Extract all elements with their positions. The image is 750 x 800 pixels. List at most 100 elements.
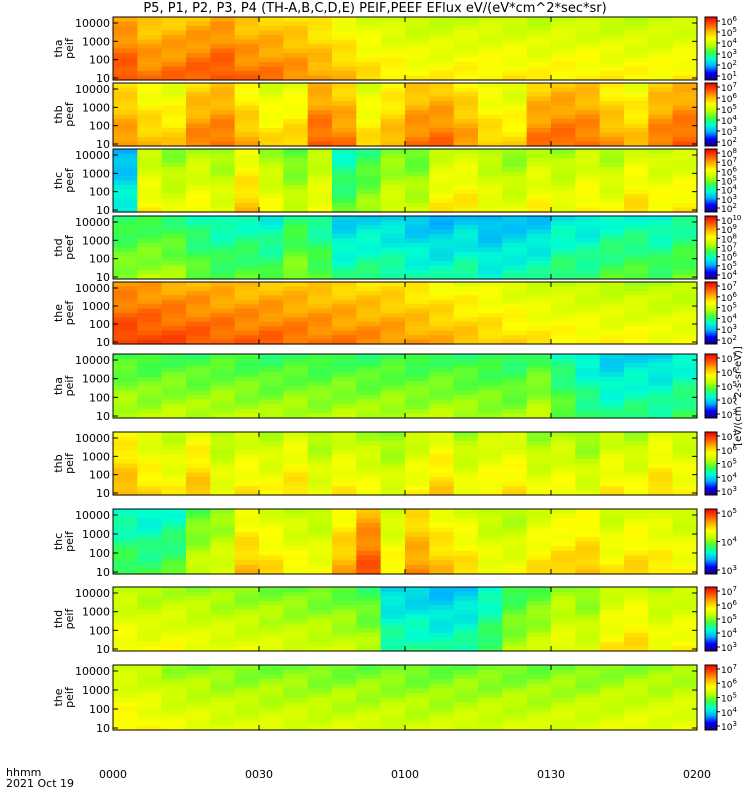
heat-cell [161, 189, 187, 195]
heat-cell [161, 408, 187, 415]
heat-cell [234, 404, 260, 410]
heat-cell [599, 463, 625, 469]
heat-cell [283, 92, 309, 98]
heat-cell [259, 87, 284, 93]
heat-cell [575, 176, 601, 182]
heat-cell [186, 48, 211, 54]
heat-cell [502, 71, 528, 77]
heat-cell [502, 57, 528, 63]
heat-cell [599, 21, 625, 27]
heat-cell [380, 167, 406, 173]
heat-cell [429, 711, 455, 717]
heat-cell [356, 105, 382, 111]
heat-cell [259, 308, 284, 314]
heat-cell [113, 105, 138, 111]
heat-cell [137, 706, 163, 713]
heat-cell [161, 229, 187, 235]
heat-cell [478, 313, 503, 319]
heat-cell [210, 459, 236, 465]
heat-cell [502, 171, 528, 177]
heat-cell [624, 555, 649, 561]
heat-cell [672, 158, 698, 164]
heat-cell [575, 185, 601, 191]
heat-cell [307, 555, 333, 561]
heat-cell [551, 299, 576, 305]
heat-cell [332, 207, 357, 213]
heat-cell [210, 313, 236, 319]
heat-cell [405, 628, 430, 634]
heat-cell [429, 153, 455, 159]
heat-cell [380, 141, 406, 147]
heat-cell [648, 207, 674, 213]
heat-cell [234, 30, 260, 36]
heat-cell [113, 490, 138, 496]
heat-cell [575, 256, 601, 262]
heat-cell [551, 189, 576, 195]
heat-cell [429, 290, 455, 296]
heat-cell [356, 243, 382, 249]
heat-cell [502, 75, 528, 81]
heat-cell [405, 229, 430, 235]
heat-cell [502, 358, 528, 364]
heat-cell [161, 609, 187, 616]
heat-cell [234, 399, 260, 405]
heat-cell [380, 628, 406, 634]
heat-cell [599, 75, 625, 81]
heat-cell [210, 637, 236, 643]
heat-cell [502, 716, 528, 722]
heat-cell [648, 317, 674, 323]
heat-cell [453, 490, 479, 496]
heat-cell [234, 57, 260, 63]
heat-cell [551, 71, 576, 77]
heat-cell [356, 123, 382, 129]
heat-cell [210, 17, 236, 23]
heat-cell [234, 290, 260, 296]
heat-cell [161, 468, 187, 474]
heat-cell [405, 536, 430, 543]
heat-cell [478, 381, 503, 387]
heat-cell [429, 30, 455, 36]
heat-cell [502, 203, 528, 209]
heat-cell [478, 299, 503, 305]
heat-cell [526, 376, 552, 383]
heat-cell [672, 569, 698, 575]
heat-cell [575, 463, 601, 469]
heat-cell [161, 216, 187, 222]
heat-cell [648, 376, 674, 383]
heat-cell [526, 490, 552, 496]
heat-cell [575, 105, 601, 111]
heat-cell [307, 216, 333, 222]
heat-cell [113, 101, 138, 107]
heat-cell [453, 600, 479, 606]
heat-cell [234, 481, 260, 487]
heat-cell [283, 564, 309, 570]
heat-cell [259, 48, 284, 54]
heat-cell [405, 53, 430, 59]
heat-cell [453, 619, 479, 625]
heat-cell [356, 376, 382, 383]
heat-cell [453, 637, 479, 643]
heat-cell [624, 243, 649, 249]
heat-cell [113, 486, 138, 492]
heat-cell [380, 477, 406, 483]
heat-cell [429, 176, 455, 182]
heat-cell [186, 591, 211, 597]
heat-cell [648, 252, 674, 258]
heat-cell [624, 486, 649, 492]
heat-cell [672, 628, 698, 634]
heat-cell [234, 105, 260, 111]
heat-cell [429, 243, 455, 249]
heat-cell [429, 216, 455, 222]
heat-cell [648, 256, 674, 262]
colorbar [704, 148, 718, 213]
heat-cell [332, 358, 357, 364]
heat-cell [551, 247, 576, 253]
heat-cell [453, 569, 479, 575]
heat-cell [453, 623, 479, 629]
heat-cell [405, 225, 430, 231]
heat-cell [259, 450, 284, 456]
heat-cell [551, 317, 576, 323]
heat-cell [478, 646, 503, 652]
heat-cell [161, 623, 187, 629]
heat-cell [283, 367, 309, 373]
